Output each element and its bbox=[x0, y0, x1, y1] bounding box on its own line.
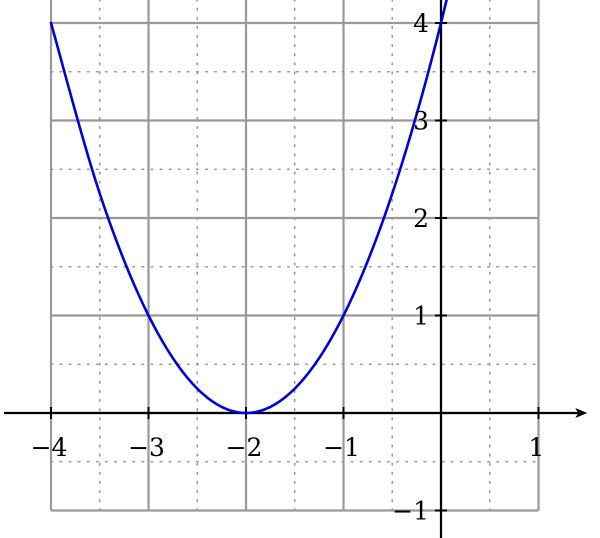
axes bbox=[4, 0, 588, 538]
x-tick-label: −3 bbox=[128, 433, 165, 462]
y-tick-label: 2 bbox=[413, 204, 429, 233]
curve-layer bbox=[49, 0, 448, 415]
series-line bbox=[49, 0, 448, 415]
x-tick-label: −2 bbox=[226, 433, 263, 462]
y-tick-label: −1 bbox=[392, 497, 429, 526]
y-tick-label: 4 bbox=[413, 9, 429, 38]
x-axis-arrowhead bbox=[575, 408, 588, 418]
x-tick-label: −1 bbox=[323, 433, 360, 462]
y-tick-label: 3 bbox=[413, 107, 429, 136]
minor-grid bbox=[50, 0, 540, 512]
x-tick-label: −4 bbox=[31, 433, 68, 462]
y-tick-label: 1 bbox=[413, 302, 429, 331]
tick-labels: −4−3−2−11−2−112345678 bbox=[31, 9, 545, 526]
x-tick-label: 1 bbox=[529, 433, 545, 462]
